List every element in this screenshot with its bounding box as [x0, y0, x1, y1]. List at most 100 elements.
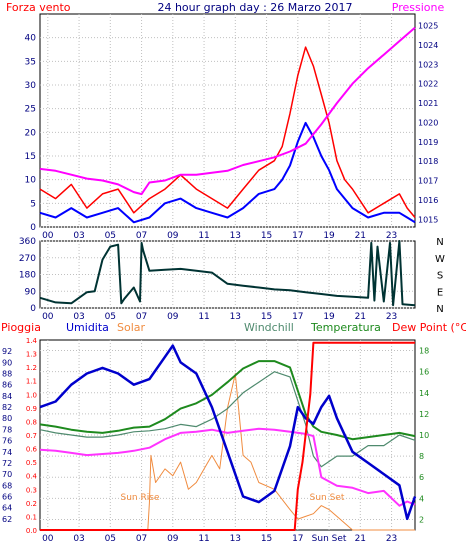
rain-tick-label: 1.2 — [26, 364, 37, 372]
direction-hour-label: 07 — [136, 312, 147, 322]
bottom-hour-label: 00 — [42, 534, 54, 544]
compass-label: E — [437, 287, 443, 298]
compass-label: N — [436, 304, 443, 315]
temperature-tick-label: 2 — [419, 515, 424, 524]
direction-tick-label: 360 — [19, 237, 36, 247]
rain-tick-label: 1.4 — [26, 337, 38, 345]
humidity-tick-label: 88 — [2, 370, 12, 379]
wind-tick-label: 0 — [30, 223, 36, 233]
temperature-tick-label: 8 — [419, 452, 424, 461]
rain-tick-label: 0.1 — [26, 513, 37, 521]
direction-tick-label: 0 — [30, 304, 36, 314]
rain-tick-label: 1.3 — [26, 351, 37, 359]
sun-set-label: Sun Set — [310, 493, 345, 503]
direction-hour-label: 00 — [42, 312, 54, 322]
direction-hour-label: 21 — [355, 312, 366, 322]
bottom-legend: Pioggia Umidita Solar Windchill Temperatura D… — [1, 321, 466, 334]
wind-tick-labels: 0 5 10 15 20 25 30 35 40 — [25, 34, 37, 233]
top-hour-label: 13 — [230, 231, 241, 241]
bottom-hour-label: 03 — [73, 534, 84, 544]
temperature-tick-label: 18 — [419, 347, 429, 356]
pressure-tick-label: 1022 — [418, 80, 438, 89]
legend-windchill: Windchill — [244, 321, 294, 334]
top-hour-label: 05 — [105, 231, 116, 241]
direction-hour-labels: 00 03 05 07 09 11 13 15 17 19 21 23 — [42, 312, 397, 322]
compass-label: S — [437, 271, 443, 282]
pressure-tick-label: 1020 — [418, 118, 438, 127]
wind-direction-line — [39, 240, 416, 307]
humidity-tick-label: 62 — [2, 515, 12, 524]
top-hour-label: 19 — [323, 231, 335, 241]
temperature-tick-label: 10 — [419, 431, 429, 440]
bottom-hour-label: 11 — [198, 534, 209, 544]
top-hour-label: 00 — [42, 231, 54, 241]
pressure-tick-label: 1018 — [418, 157, 438, 166]
rain-tick-label: 0.9 — [26, 405, 37, 413]
legend-solar: Solar — [117, 321, 146, 334]
humidity-tick-label: 80 — [2, 414, 12, 423]
pressure-tick-label: 1019 — [418, 138, 438, 147]
pressure-tick-label: 1024 — [418, 41, 438, 50]
humidity-tick-label: 68 — [2, 481, 12, 490]
top-panel: 24 hour graph day : 26 Marzo 2017 Forza … — [6, 1, 444, 241]
pressure-tick-label: 1023 — [418, 60, 438, 69]
rain-tick-label: 0.5 — [26, 459, 37, 467]
top-series — [39, 26, 416, 224]
legend-dew-point-c: Dew Point (°C) — [392, 321, 466, 334]
rain-tick-label: 0.7 — [26, 432, 37, 440]
wind-tick-label: 5 — [30, 199, 36, 209]
temperature-tick-label: 6 — [419, 473, 424, 482]
humidity-tick-label: 86 — [2, 381, 12, 390]
direction-hour-label: 17 — [292, 312, 303, 322]
legend-umidita: Umidita — [66, 321, 109, 334]
wind-tick-label: 40 — [25, 34, 37, 44]
top-hour-label: 03 — [73, 231, 84, 241]
bottom-hour-label: 13 — [230, 534, 241, 544]
bottom-series — [39, 341, 417, 531]
pressione-line — [39, 26, 416, 196]
pressure-tick-label: 1016 — [418, 196, 438, 205]
direction-series — [39, 240, 416, 307]
top-hour-labels: 00 03 05 07 09 11 13 15 17 19 21 23 — [42, 231, 397, 241]
legend-pioggia: Pioggia — [1, 321, 41, 334]
windchill-line — [39, 371, 416, 468]
wind-tick-label: 30 — [25, 81, 37, 91]
temperature-tick-label: 4 — [419, 494, 424, 503]
temperature-tick-label: 14 — [419, 389, 429, 398]
top-plot-frame — [39, 13, 416, 228]
wind-axis-label: Forza vento — [6, 1, 71, 14]
humidity-tick-label: 84 — [2, 392, 12, 401]
wind-tick-label: 25 — [25, 105, 36, 115]
humidity-tick-label: 90 — [2, 358, 12, 367]
top-hour-label: 17 — [292, 231, 303, 241]
top-hour-label: 23 — [386, 231, 397, 241]
compass-label: N — [436, 237, 443, 248]
temperatura-line — [39, 360, 416, 441]
direction-hour-label: 11 — [198, 312, 209, 322]
bottom-hour-label: 17 — [292, 534, 303, 544]
bottom-hour-label: 21 — [355, 534, 366, 544]
rain-tick-label: 0.4 — [26, 473, 38, 481]
direction-hour-label: 05 — [105, 312, 116, 322]
page-title: 24 hour graph day : 26 Marzo 2017 — [157, 1, 352, 14]
pressure-axis-label: Pressione — [392, 1, 445, 14]
pressure-tick-label: 1025 — [418, 22, 438, 31]
temperature-tick-label: 16 — [419, 368, 429, 377]
sun-rise-label: Sun Rise — [121, 493, 160, 503]
humidity-tick-labels: 62 64 66 68 70 72 74 76 78 80 82 84 86 88 90 92 — [2, 347, 12, 524]
temperature-tick-label: 12 — [419, 410, 429, 419]
humidity-tick-label: 78 — [2, 425, 12, 434]
bottom-hour-label: 15 — [261, 534, 272, 544]
direction-tick-labels: 0 90 180 270 360 — [19, 237, 36, 314]
rain-tick-label: 0.6 — [26, 446, 38, 454]
top-hour-label: 09 — [167, 231, 179, 241]
dew-point-line — [39, 427, 416, 507]
rain-tick-label: 0.2 — [26, 500, 37, 508]
bottom-hour-labels: 00 03 05 07 09 11 13 15 17 Sun Set 21 23 — [42, 534, 397, 544]
direction-tick-label: 90 — [25, 287, 37, 297]
wind-tick-label: 15 — [25, 152, 36, 162]
pressure-tick-label: 1015 — [418, 215, 438, 224]
humidity-tick-label: 64 — [2, 504, 12, 513]
top-hour-label: 07 — [136, 231, 147, 241]
